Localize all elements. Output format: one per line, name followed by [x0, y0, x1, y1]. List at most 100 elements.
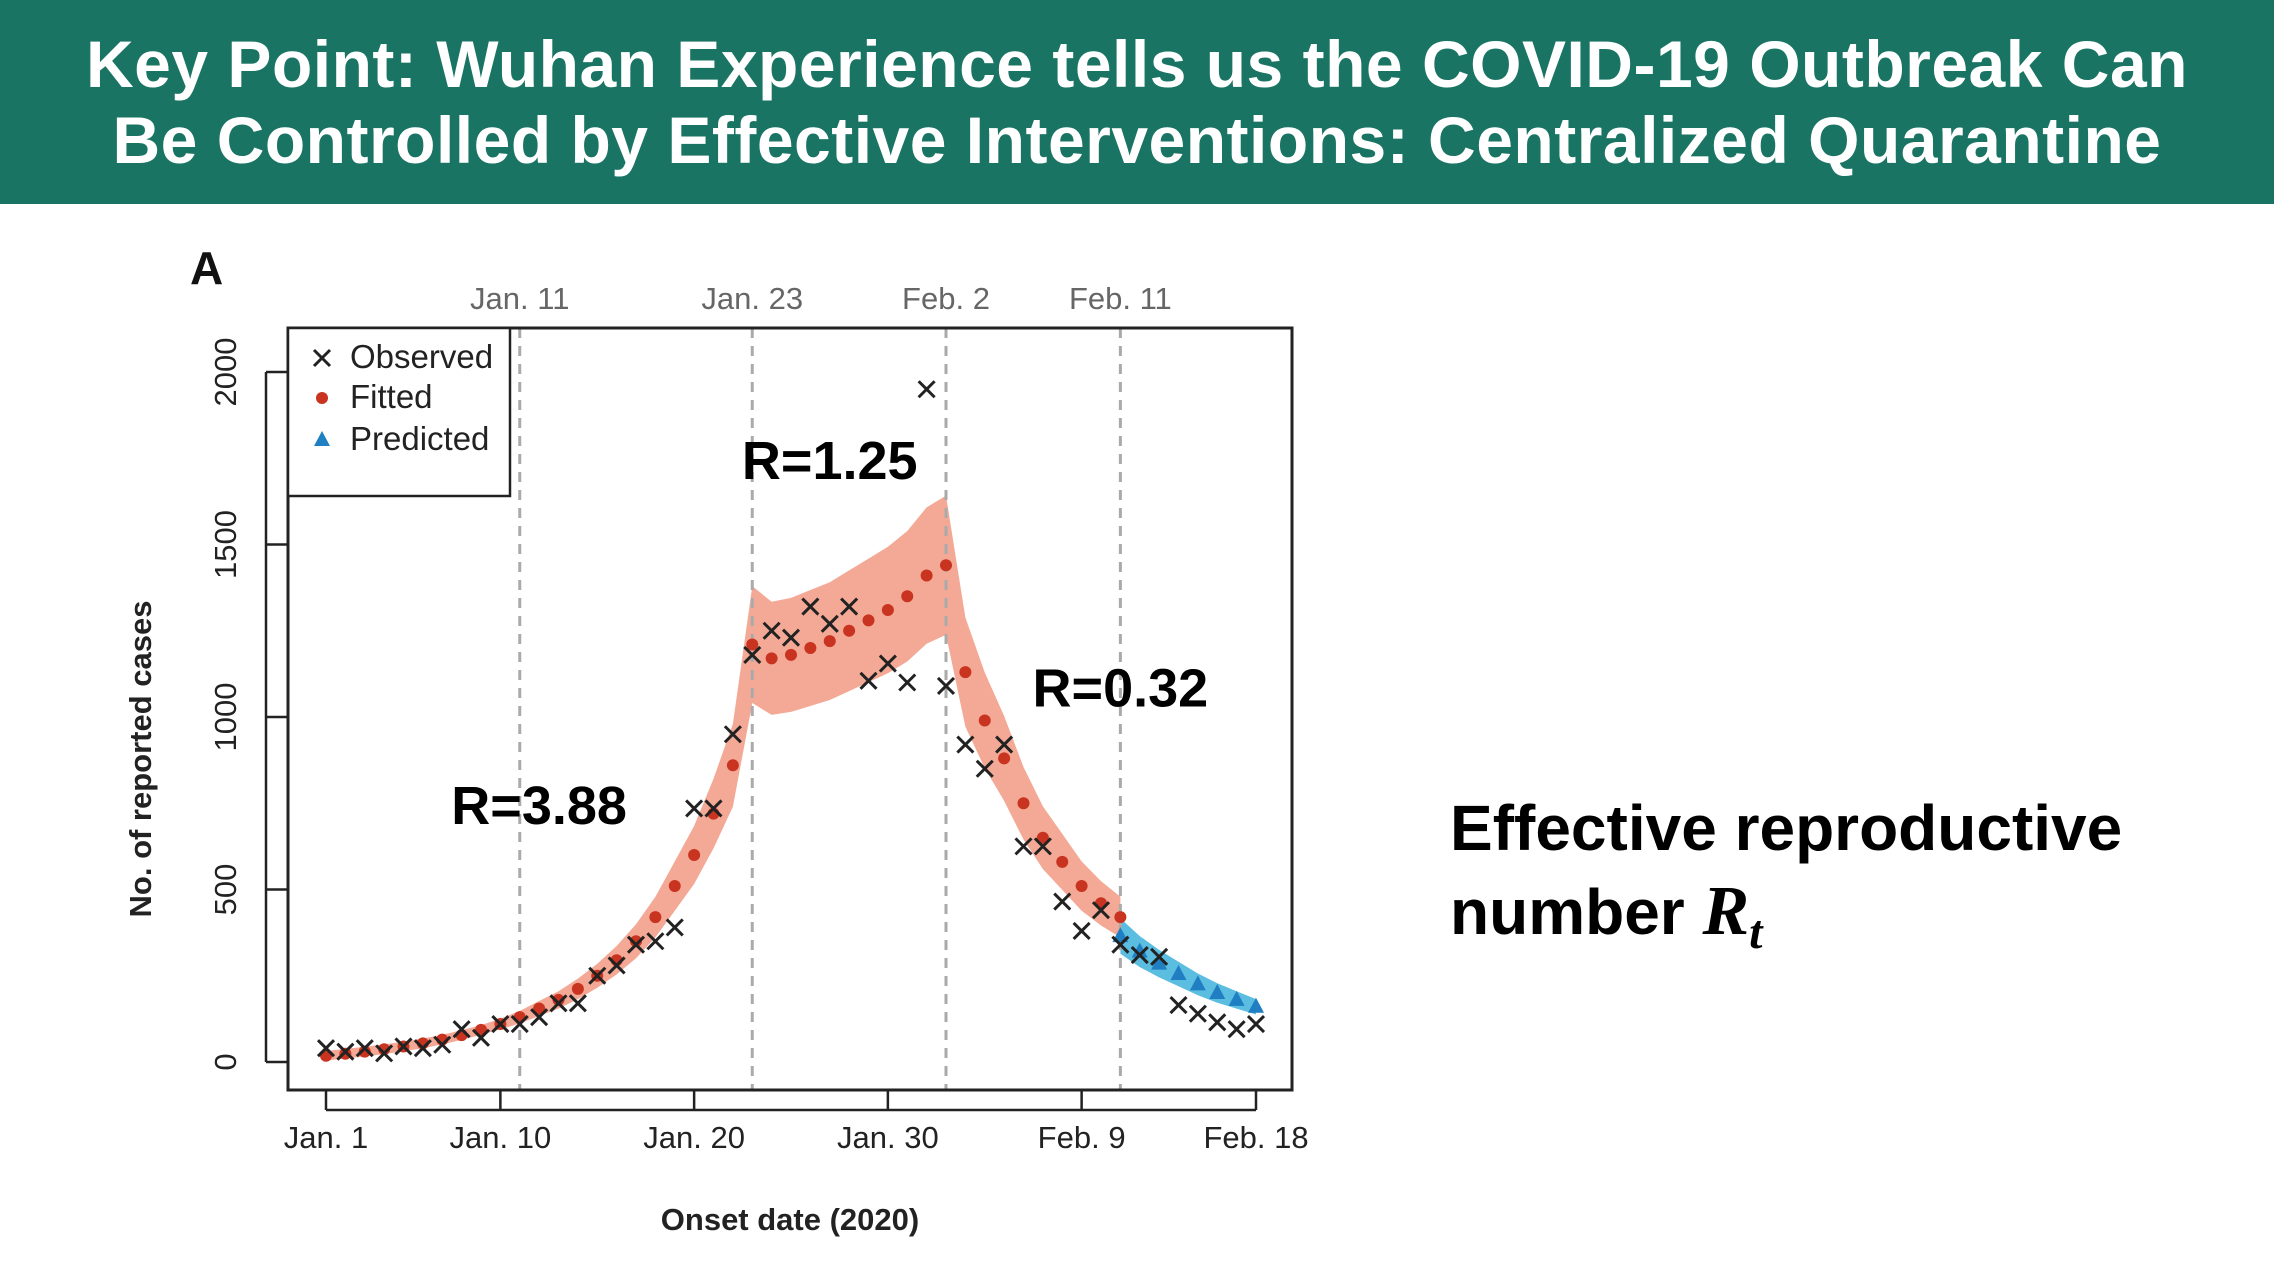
observed-point: [375, 1044, 394, 1063]
legend-fitted-symbol: [316, 392, 328, 404]
fitted-point: [1056, 855, 1069, 868]
title-banner: Key Point: Wuhan Experience tells us the…: [0, 0, 2274, 204]
fitted-point: [571, 982, 584, 995]
rt-label-line-1: Effective reproductive: [1450, 792, 2123, 864]
observed-point: [1169, 996, 1188, 1015]
fitted-point: [1017, 797, 1030, 810]
vline-date-label: Jan. 11: [470, 281, 569, 316]
fitted-point: [358, 1045, 371, 1058]
data-points: [316, 380, 1266, 1063]
observed-point: [491, 1014, 510, 1034]
observed-point: [1130, 945, 1149, 965]
observed-point: [452, 1020, 471, 1039]
predicted-point: [1248, 997, 1264, 1013]
axes: 0 500 1000 1500 2000 Jan. 1 Jan. 10 Jan. 20 Jan.…: [208, 338, 1309, 1155]
fitted-point: [1075, 880, 1088, 893]
fitted-point: [765, 652, 778, 665]
x-axis-title: Onset date (2020): [661, 1202, 919, 1237]
x-tick-label: Feb. 18: [1203, 1120, 1308, 1155]
observed-point: [723, 725, 742, 744]
fitted-point: [552, 993, 565, 1006]
observed-point: [898, 673, 917, 692]
rt-symbol-letter: R: [1702, 873, 1750, 950]
fitted-point: [823, 635, 836, 648]
fitted-point: [978, 714, 991, 727]
observed-point: [704, 799, 723, 818]
observed-point: [510, 1014, 529, 1034]
observed-point: [1150, 947, 1169, 966]
title-line-1: Key Point: Wuhan Experience tells us the…: [86, 27, 2188, 101]
fitted-point: [804, 642, 817, 654]
predicted-point: [1189, 975, 1206, 991]
observed-point: [626, 935, 646, 954]
observed-point: [471, 1028, 491, 1047]
vline-date-label: Feb. 11: [1069, 281, 1172, 316]
rt-symbol: Rt: [1702, 873, 1762, 959]
observed-point: [433, 1035, 452, 1054]
observed-point: [549, 994, 568, 1013]
fitted-point: [881, 604, 894, 617]
fitted-point: [862, 614, 875, 627]
vline-date-label: Feb. 2: [902, 281, 990, 316]
r-annotation: R=0.32: [1033, 659, 1209, 719]
fitted-point: [959, 666, 972, 679]
observed-point: [801, 597, 820, 616]
fitted-point: [785, 648, 797, 661]
x-tick-label: Jan. 1: [284, 1120, 368, 1155]
legend-predicted-symbol: [314, 431, 330, 446]
observed-point: [820, 614, 839, 633]
r-annotations: R=3.88 R=1.25 R=0.32: [451, 431, 1208, 836]
observed-point: [1188, 1004, 1207, 1023]
fitted-point: [649, 911, 662, 924]
fitted-point: [1036, 831, 1049, 844]
observed-point: [1111, 935, 1130, 954]
legend-label-predicted: Predicted: [350, 420, 489, 457]
observed-point: [336, 1042, 355, 1061]
observed-point: [1053, 892, 1072, 911]
observed-point: [394, 1037, 413, 1056]
r-annotation: R=1.25: [742, 431, 918, 491]
panel-letter: A: [190, 242, 223, 294]
predicted-point: [1151, 954, 1168, 970]
observed-point: [956, 735, 975, 754]
observed-point: [878, 654, 897, 673]
fitted-point: [940, 559, 952, 572]
fitted-point: [901, 590, 914, 603]
observed-point: [1033, 837, 1052, 856]
fitted-point: [726, 759, 739, 772]
observed-point: [917, 380, 936, 399]
predicted-point: [1131, 942, 1148, 958]
fitted-point: [843, 624, 856, 637]
observed-point: [588, 966, 607, 985]
observed-point: [607, 956, 626, 975]
fitted-point: [746, 638, 759, 651]
observed-point: [413, 1039, 432, 1058]
observed-point: [530, 1008, 549, 1027]
observed-point: [781, 628, 801, 647]
plot-frame: [286, 326, 1294, 1092]
legend-label-observed: Observed: [350, 338, 493, 375]
observed-point: [685, 799, 704, 818]
observed-point: [743, 645, 762, 664]
predicted-point: [1112, 927, 1129, 943]
observed-point: [859, 671, 878, 690]
y-tick-label: 0: [208, 1053, 243, 1070]
observed-point: [1246, 1014, 1266, 1034]
predicted-band: [1120, 918, 1256, 1015]
observed-point: [316, 1039, 336, 1058]
legend-label-fitted: Fitted: [350, 378, 433, 415]
x-tick-label: Jan. 30: [837, 1120, 939, 1155]
fitted-point: [533, 1002, 546, 1015]
chart: Jan. 11 Jan. 23 Feb. 2 Feb. 11 0 500 1000 1500…: [123, 242, 1309, 1237]
observed-point: [1014, 837, 1033, 856]
y-axis-title: No. of reported cases: [123, 601, 158, 918]
x-tick-label: Jan. 20: [643, 1120, 745, 1155]
y-tick-label: 1500: [208, 510, 243, 579]
y-tick-label: 500: [208, 864, 243, 916]
observed-point: [1091, 901, 1111, 920]
observed-point: [840, 597, 859, 616]
observed-point: [975, 759, 994, 778]
predicted-point: [1170, 965, 1187, 981]
legend-observed-symbol: [312, 348, 332, 368]
